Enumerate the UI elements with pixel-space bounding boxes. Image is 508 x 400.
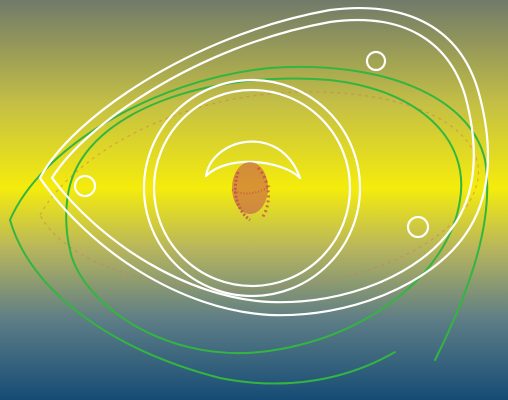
faint-red-trace — [39, 91, 480, 290]
green-outer-arc — [9, 65, 489, 361]
white-outline-group — [38, 7, 490, 317]
small-ring-left — [73, 174, 97, 198]
red-smudge-stroke-1 — [233, 171, 251, 222]
faint-red-trace-path — [39, 91, 480, 290]
iris-inner-ring — [152, 88, 352, 288]
small-ring-right — [406, 215, 430, 239]
red-smudge-stroke-3 — [231, 185, 271, 195]
eye-inner-outline — [50, 18, 475, 304]
eye-outer-outline — [38, 7, 490, 317]
red-pupil-smudge — [231, 162, 271, 222]
red-smudge-main — [232, 162, 268, 214]
red-smudge-stroke-2 — [256, 166, 270, 219]
pupil-crescent — [204, 140, 302, 180]
iris-outer-ring — [142, 78, 362, 298]
green-lower-lid — [9, 219, 396, 385]
small-ring-top-right — [365, 50, 387, 72]
